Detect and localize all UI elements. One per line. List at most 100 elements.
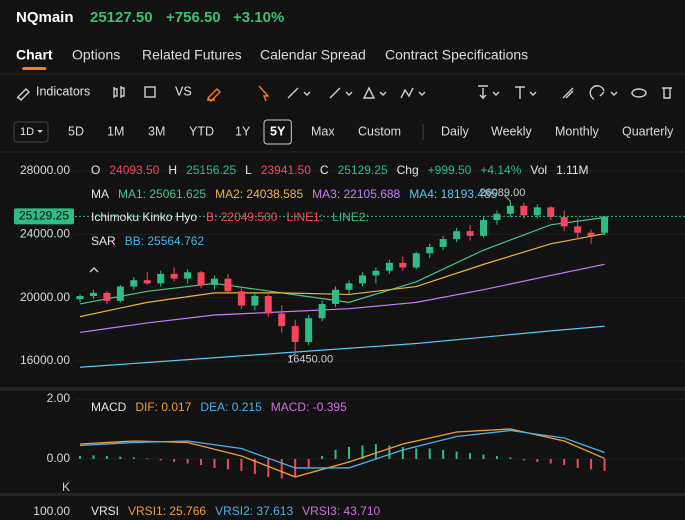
candle-body [426, 246, 434, 254]
legend-item: Ichimoku Kinko Hyo [91, 210, 197, 224]
candle-body [305, 318, 313, 342]
indicators-icon[interactable] [16, 88, 30, 101]
tab[interactable]: Related Futures [142, 47, 242, 63]
legend-item: VRSI1: 25.766 [128, 504, 206, 518]
range-option[interactable]: Custom [358, 124, 401, 138]
candle-body [601, 216, 609, 233]
tab[interactable]: Contract Specifications [385, 47, 528, 63]
candle-body [130, 280, 138, 287]
range-option[interactable]: 1M [107, 124, 124, 138]
range-option[interactable]: 5Y [270, 124, 286, 138]
candle-body [197, 272, 205, 285]
y-tick-label: 0.00 [47, 451, 71, 465]
measure-icon[interactable] [478, 85, 500, 99]
candle-body [547, 207, 555, 217]
y-tick-label: 20000.00 [20, 290, 70, 304]
candle-body [157, 273, 165, 284]
trash-icon[interactable] [662, 87, 672, 99]
legend-item: LINE2: [332, 210, 369, 224]
panel-separator [0, 387, 685, 391]
legend-item: B: 22049.500 [206, 210, 278, 224]
candles-icon[interactable] [113, 86, 125, 98]
legend-item: MACD: -0.395 [271, 400, 347, 414]
range-option[interactable]: 5D [68, 124, 84, 138]
legend-item: MA3: 22105.688 [312, 187, 400, 201]
collapse-icon[interactable] [89, 267, 99, 273]
candle-body [264, 296, 272, 314]
legend-item: L [245, 163, 252, 177]
legend-item: +999.50 [428, 163, 472, 177]
legend-item: H [168, 163, 177, 177]
watermark: K [62, 480, 70, 494]
annotation: 16450.00 [287, 354, 333, 366]
range-option[interactable]: 3M [148, 124, 165, 138]
vs-button[interactable]: VS [175, 84, 192, 98]
indicators-button[interactable]: Indicators [36, 84, 90, 98]
interval-option[interactable]: Daily [441, 124, 470, 138]
candle-body [116, 286, 124, 301]
range-option[interactable]: Max [311, 124, 335, 138]
candle-body [587, 232, 595, 236]
candle-body [439, 239, 447, 247]
range-option[interactable]: YTD [189, 124, 214, 138]
interval-option[interactable]: Quarterly [622, 124, 674, 138]
header-symbol: NQmain [16, 9, 74, 26]
interval-option[interactable]: Weekly [491, 124, 533, 138]
cursor-icon[interactable] [258, 85, 270, 102]
candle-body [103, 292, 111, 301]
tab[interactable]: Calendar Spread [260, 47, 366, 63]
line-icon[interactable] [287, 87, 311, 99]
interval-select-box[interactable] [13, 121, 49, 143]
legend-item: VRSI2: 37.613 [215, 504, 293, 518]
tab[interactable]: Chart [16, 47, 53, 63]
legend-item: VRSI3: 43.710 [302, 504, 380, 518]
candle-body [506, 205, 514, 214]
candle-body [453, 231, 461, 240]
legend-item: +4.14% [480, 163, 521, 177]
eye-icon[interactable] [631, 88, 647, 98]
last-price-label: 25129.25 [19, 209, 69, 223]
candle-body [211, 278, 218, 285]
candle-body [399, 262, 407, 268]
shape-icon[interactable] [144, 86, 156, 98]
candle-body [574, 226, 582, 233]
legend-item: BB: 25564.762 [125, 234, 205, 248]
pattern-icon[interactable] [400, 87, 426, 99]
candle-body [332, 289, 340, 304]
y-tick-label: 2.00 [47, 391, 71, 405]
legend-item: DIF: 0.017 [135, 400, 191, 414]
candle-body [76, 296, 84, 300]
candle-body [480, 220, 487, 236]
range-option[interactable]: 1Y [235, 124, 251, 138]
ma-line [79, 216, 605, 305]
triangle-icon[interactable] [362, 86, 387, 99]
candle-body [466, 231, 474, 236]
legend-item: C [320, 163, 329, 177]
tab[interactable]: Options [72, 47, 120, 63]
legend-item: SAR [91, 234, 116, 248]
candle-body [170, 273, 178, 279]
interval-option[interactable]: Monthly [555, 124, 600, 138]
magnet-icon[interactable] [589, 85, 618, 100]
y-tick-label: 16000.00 [20, 353, 70, 367]
annotation: 26089.00 [479, 187, 525, 199]
dropdown-arrow [37, 130, 43, 133]
range-active-box [263, 119, 292, 145]
header-price: 25127.50 [90, 9, 153, 26]
candle-body [237, 291, 245, 306]
tab-underline [22, 67, 47, 70]
candle-body [89, 292, 97, 297]
y-tick-label: 28000.00 [20, 163, 70, 177]
legend-item: MA2: 24038.585 [215, 187, 303, 201]
toolbar-icons[interactable] [16, 85, 672, 273]
pen-icon[interactable] [207, 88, 221, 102]
annotation-leader [504, 194, 511, 202]
legend-item: 24093.50 [109, 163, 159, 177]
text-icon[interactable] [515, 86, 537, 99]
brush-icon[interactable] [562, 87, 574, 99]
candle-body [278, 313, 286, 327]
candle-body [143, 280, 151, 284]
ray-icon[interactable] [329, 87, 353, 99]
